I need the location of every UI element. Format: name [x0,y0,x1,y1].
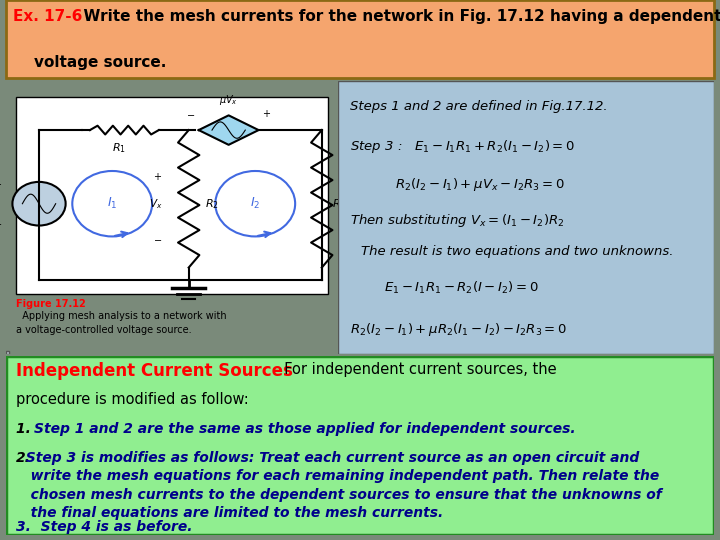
Text: Step 3 :   $E_1 - I_1R_1 + R_2(I_1 - I_2) = 0$: Step 3 : $E_1 - I_1R_1 + R_2(I_1 - I_2) … [350,138,575,156]
Circle shape [12,182,66,226]
Text: $I_2$: $I_2$ [250,196,261,211]
Text: Independent Current Sources: Independent Current Sources [17,362,293,380]
Text: voltage source.: voltage source. [34,55,166,70]
Text: $-$: $-$ [0,218,2,228]
Text: $R_2(I_2 - I_1) + \mu V_x - I_2R_3 = 0$: $R_2(I_2 - I_1) + \mu V_x - I_2R_3 = 0$ [395,177,564,193]
Text: $+$: $+$ [153,171,162,182]
Text: $\mu V_x$: $\mu V_x$ [219,93,238,107]
Text: Then substituting $V_x = (I_1 - I_2)R_2$: Then substituting $V_x = (I_1 - I_2)R_2$ [350,212,564,229]
Text: $R_2$: $R_2$ [205,197,219,211]
Text: $I_1$: $I_1$ [107,196,117,211]
Bar [16,97,328,294]
Text: 1.: 1. [17,422,36,436]
Text: $E_1 - I_1R_1 - R_2(I - I_2) = 0$: $E_1 - I_1R_1 - R_2(I - I_2) = 0$ [384,280,538,296]
Text: Applying mesh analysis to a network with: Applying mesh analysis to a network with [16,312,226,321]
Text: $R_2(I_2 - I_1) + \mu R_2(I_1 - I_2) - I_2R_3 = 0$: $R_2(I_2 - I_1) + \mu R_2(I_1 - I_2) - I… [350,321,567,338]
Text: $R_1$: $R_1$ [112,141,126,155]
Text: a voltage-controlled voltage source.: a voltage-controlled voltage source. [16,325,192,335]
Text: procedure is modified as follow:: procedure is modified as follow: [17,392,249,407]
Text: Step 1 and 2 are the same as those applied for independent sources.: Step 1 and 2 are the same as those appli… [34,422,576,436]
Text: Figure 17.12: Figure 17.12 [16,299,86,309]
Text: Ex. 17-6: Ex. 17-6 [13,9,82,24]
Text: $+$: $+$ [0,179,2,190]
Text: The result is two equations and two unknowns.: The result is two equations and two unkn… [361,245,673,258]
Text: $V_x$: $V_x$ [148,197,162,211]
Text: Step 3 is modifies as follows: Treat each current source as an open circuit and
: Step 3 is modifies as follows: Treat eac… [17,451,662,520]
Text: 3.  Step 4 is as before.: 3. Step 4 is as before. [17,521,193,535]
Text: Steps 1 and 2 are defined in Fig.17.12.: Steps 1 and 2 are defined in Fig.17.12. [350,100,607,113]
Text: $+$: $+$ [262,108,271,119]
Text: $-$: $-$ [153,234,162,244]
Text: Write the mesh currents for the network in Fig. 17.12 having a dependent: Write the mesh currents for the network … [73,9,720,24]
Text: $R_3$: $R_3$ [332,197,346,211]
Text: 2.: 2. [17,451,31,465]
Text: For independent current sources, the: For independent current sources, the [275,362,557,377]
Bar [6,351,9,354]
Text: $-$: $-$ [186,109,195,119]
Polygon shape [199,116,258,145]
